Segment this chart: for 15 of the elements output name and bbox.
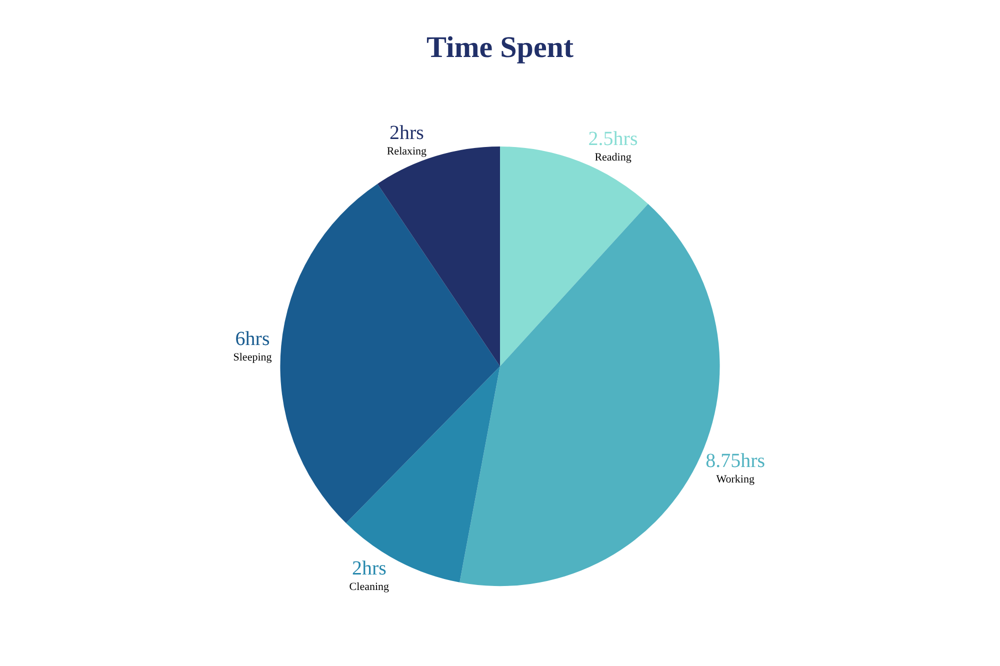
pie-slice (377, 146, 500, 366)
data-label: 6hrs (235, 328, 270, 350)
chart-title: Time Spent (426, 31, 574, 64)
pie-slice (500, 146, 648, 366)
pie-slice (280, 184, 500, 524)
slice-label: Cleaning (349, 580, 390, 593)
slice-label: Sleeping (233, 352, 272, 364)
slice-label: Relaxing (386, 146, 428, 158)
slice-label: Working (716, 474, 755, 486)
data-label: 2hrs (389, 122, 424, 144)
pie-slice (346, 366, 500, 582)
slice-label: Reading (594, 152, 632, 164)
data-label: 2.5hrs (588, 128, 638, 150)
data-label: 2hrs (352, 557, 387, 580)
data-label: 8.75hrs (706, 450, 766, 472)
